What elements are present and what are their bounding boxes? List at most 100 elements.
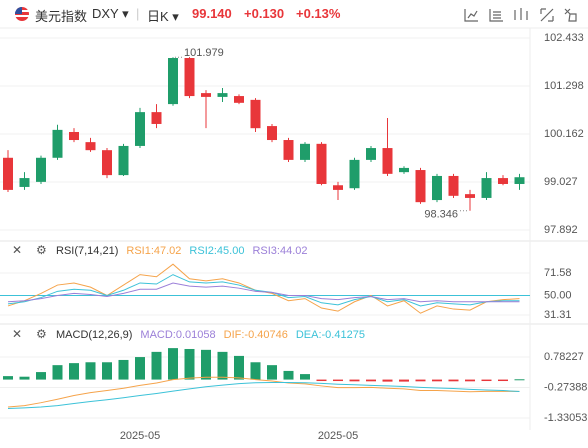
flag-icon <box>15 7 29 21</box>
candle-body <box>366 148 376 160</box>
price: 99.140 <box>192 6 232 21</box>
y-tick-label: -0.27388 <box>544 381 587 393</box>
candle-body <box>250 99 261 129</box>
y-tick-label: 101.298 <box>544 80 584 92</box>
candle-body <box>102 150 112 176</box>
candle-body <box>69 131 79 141</box>
candle-body <box>217 93 228 97</box>
icon-draw[interactable] <box>489 9 503 22</box>
candle-body <box>3 157 13 190</box>
settings-icon[interactable]: ⚙ <box>36 327 47 341</box>
panel-title: MACD(12,26,9) <box>56 329 132 341</box>
flag <box>14 7 30 24</box>
series-line <box>7 376 520 408</box>
candle-body <box>448 175 459 196</box>
histogram-bar <box>481 379 492 382</box>
histogram-bar <box>135 357 145 380</box>
histogram-bar <box>382 379 393 382</box>
close-icon[interactable]: ✕ <box>12 327 22 341</box>
candle-body <box>465 194 475 198</box>
candle-body <box>135 112 145 146</box>
histogram-bar <box>184 348 195 380</box>
histogram-bar <box>448 379 459 382</box>
candle-body <box>201 93 211 97</box>
close-icon[interactable]: ✕ <box>12 243 22 257</box>
candle-body <box>52 129 63 158</box>
candle-body <box>36 157 46 182</box>
candle-body <box>168 58 178 105</box>
candle-body <box>498 178 508 184</box>
panel-header: MACD(12,26,9) MACD:0.01058 DIF:-0.40746 DEA… <box>56 329 365 341</box>
period-dropdown[interactable]: 日K ▾ <box>147 9 179 24</box>
legend-entry: DIF:-0.40746 <box>224 329 288 341</box>
candle-body <box>300 143 310 160</box>
candle-body <box>283 140 294 160</box>
toolbar: 美元指数 DXY ▾ | 日K ▾ 99.140 +0.130 +0.13% <box>0 0 588 28</box>
y-tick-label: 97.892 <box>544 224 578 236</box>
histogram-bar <box>333 379 343 382</box>
histogram-bar <box>217 351 228 380</box>
legend-entry: RSI2:45.00 <box>189 245 244 257</box>
histogram-bar <box>201 349 211 380</box>
y-tick-label: 71.58 <box>544 267 572 279</box>
histogram-bar <box>3 376 13 380</box>
icon-candles[interactable] <box>514 8 528 20</box>
histogram-bar <box>366 379 376 382</box>
annotation-label: 98.346 <box>424 209 458 221</box>
settings-icon[interactable]: ⚙ <box>36 243 47 257</box>
histogram-bar <box>118 359 129 380</box>
annotation-label: 101.979 <box>184 47 224 59</box>
flag-stripe <box>15 15 29 17</box>
histogram-bar <box>250 362 261 380</box>
candle-body <box>514 177 525 184</box>
y-tick-label: -1.33053 <box>544 412 587 424</box>
histogram-bar <box>498 379 508 382</box>
candle-body <box>118 145 129 176</box>
toolbar-icons <box>464 8 577 22</box>
histogram-bar <box>19 376 30 380</box>
candle-body <box>481 178 492 198</box>
y-tick-label: 102.433 <box>544 32 584 44</box>
symbol: DXY <box>92 6 119 21</box>
candle-body <box>151 112 162 124</box>
legend-entry: DEA:-0.41275 <box>296 329 365 341</box>
series-line <box>7 263 520 314</box>
panel-title: RSI(7,14,21) <box>56 245 118 257</box>
histogram-bar <box>234 355 244 380</box>
candle-body <box>415 170 426 203</box>
candle-body <box>333 185 343 190</box>
candle-body <box>234 96 244 103</box>
candle-body <box>184 58 195 97</box>
panel-header: RSI(7,14,21) RSI1:47.02 RSI2:45.00 RSI3:44.… <box>56 245 308 257</box>
icon-expand[interactable] <box>540 8 554 22</box>
candle-body <box>267 126 277 141</box>
histogram-bar <box>415 379 426 382</box>
icon-settings[interactable] <box>564 8 577 22</box>
y-tick-label: 0.78227 <box>544 351 584 363</box>
histogram-bar <box>283 370 294 380</box>
histogram-bar <box>69 363 79 380</box>
histogram-bar <box>432 379 442 382</box>
flag-canton <box>15 7 22 14</box>
candle-body <box>316 143 327 184</box>
histogram-bar <box>168 348 178 380</box>
histogram-bar <box>399 379 409 382</box>
period: 日K <box>147 9 169 24</box>
y-tick-label: 50.00 <box>544 289 572 301</box>
legend-entry: MACD:0.01058 <box>140 329 215 341</box>
candle-body <box>19 178 30 187</box>
legend-entry: RSI1:47.02 <box>126 245 181 257</box>
x-tick-label: 2025-05 <box>120 430 160 442</box>
candle-body <box>432 175 442 201</box>
histogram-bar <box>102 362 112 380</box>
candle-body <box>399 167 409 173</box>
histogram-bar <box>85 362 96 380</box>
symbol-dropdown[interactable]: DXY ▾ <box>92 6 129 21</box>
icon-indicator[interactable] <box>464 9 478 22</box>
series-line <box>7 282 520 303</box>
histogram-bar <box>267 365 277 380</box>
histogram-bar <box>316 379 327 382</box>
histogram-bar <box>465 379 475 382</box>
change: +0.130 <box>244 6 285 21</box>
